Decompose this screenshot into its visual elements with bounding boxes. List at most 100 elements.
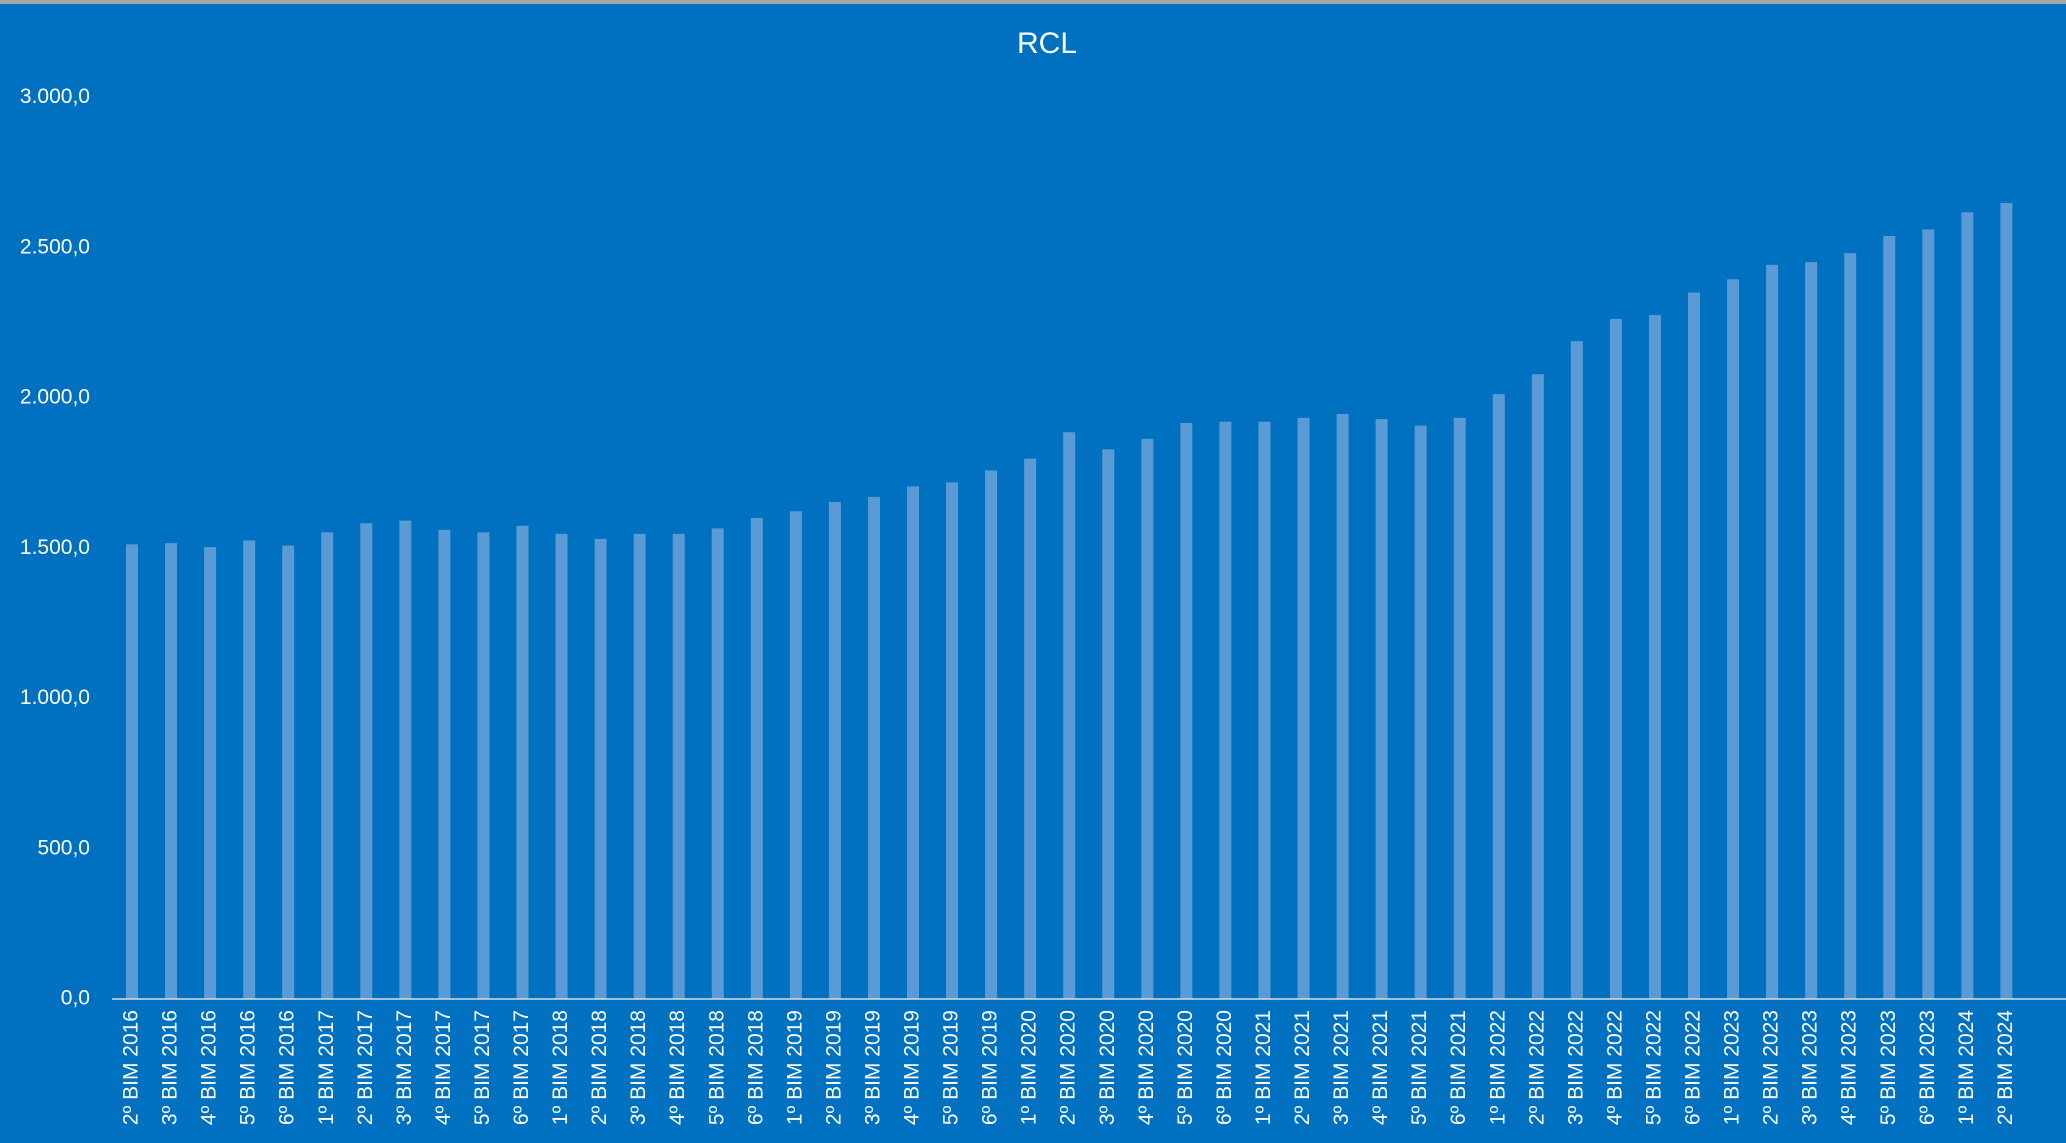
x-tick-label: 4º BIM 2021 xyxy=(1369,1010,1392,1125)
x-tick-label: 3º BIM 2021 xyxy=(1330,1010,1353,1125)
x-tick-label: 5º BIM 2016 xyxy=(237,1010,260,1125)
bar xyxy=(555,533,568,999)
x-tick-label: 1º BIM 2023 xyxy=(1721,1010,1744,1125)
x-tick-label: 3º BIM 2020 xyxy=(1096,1010,1119,1125)
y-tick-label: 1.000,0 xyxy=(20,686,90,709)
x-tick-label: 2º BIM 2021 xyxy=(1291,1010,1314,1125)
bar xyxy=(1375,419,1388,999)
bar xyxy=(1570,341,1583,999)
bar xyxy=(1844,253,1857,999)
y-tick-label: 1.500,0 xyxy=(20,536,90,559)
bar xyxy=(1063,432,1076,1000)
x-tick-label: 2º BIM 2018 xyxy=(588,1010,611,1125)
bar xyxy=(1688,292,1700,999)
x-tick-label: 6º BIM 2023 xyxy=(1916,1010,1939,1125)
x-tick-label: 1º BIM 2021 xyxy=(1252,1010,1275,1125)
bar xyxy=(1531,374,1544,999)
x-tick-label: 4º BIM 2018 xyxy=(666,1010,689,1125)
x-tick-label: 1º BIM 2020 xyxy=(1018,1010,1041,1125)
x-tick-label: 1º BIM 2024 xyxy=(1955,1010,1978,1125)
x-tick-label: 6º BIM 2019 xyxy=(979,1010,1002,1125)
x-tick-label: 3º BIM 2016 xyxy=(159,1010,182,1125)
bar xyxy=(711,528,724,999)
bar xyxy=(1766,264,1779,999)
bar xyxy=(1258,421,1271,999)
x-tick-label: 1º BIM 2019 xyxy=(783,1010,806,1125)
bar xyxy=(594,538,607,999)
bar xyxy=(1141,438,1154,999)
x-tick-label: 6º BIM 2018 xyxy=(744,1010,767,1125)
x-tick-label: 4º BIM 2019 xyxy=(901,1010,924,1125)
bar xyxy=(1024,458,1037,999)
x-tick-label: 4º BIM 2016 xyxy=(198,1010,221,1125)
x-tick-label: 5º BIM 2020 xyxy=(1174,1010,1197,1125)
bar xyxy=(985,470,998,999)
y-tick-label: 2.000,0 xyxy=(20,386,90,409)
top-border xyxy=(0,0,2066,4)
x-tick-label: 2º BIM 2020 xyxy=(1057,1010,1080,1125)
bar xyxy=(1492,394,1505,999)
bar xyxy=(633,533,646,999)
bar xyxy=(672,533,685,999)
x-tick-label: 5º BIM 2021 xyxy=(1408,1010,1431,1125)
bar xyxy=(1609,318,1622,999)
bar xyxy=(1414,425,1427,999)
y-tick-label: 3.000,0 xyxy=(20,85,90,108)
bar xyxy=(1336,413,1349,999)
x-tick-label: 5º BIM 2017 xyxy=(471,1010,494,1125)
x-tick-label: 1º BIM 2018 xyxy=(549,1010,572,1125)
x-tick-label: 2º BIM 2017 xyxy=(354,1010,377,1125)
y-tick-label: 500,0 xyxy=(37,836,90,859)
x-tick-label: 6º BIM 2022 xyxy=(1682,1010,1705,1125)
bar xyxy=(1922,229,1935,999)
x-tick-label: 3º BIM 2018 xyxy=(627,1010,650,1125)
y-tick-label: 0,0 xyxy=(61,987,90,1010)
x-tick-label: 2º BIM 2023 xyxy=(1760,1010,1783,1125)
y-tick-label: 2.500,0 xyxy=(20,235,90,258)
x-tick-label: 1º BIM 2022 xyxy=(1486,1010,1509,1125)
bar xyxy=(1219,421,1232,999)
bar xyxy=(243,540,256,999)
bar xyxy=(867,496,880,999)
bar xyxy=(165,543,178,999)
x-tick-label: 3º BIM 2017 xyxy=(393,1010,416,1125)
x-tick-label: 2º BIM 2019 xyxy=(822,1010,845,1125)
x-tick-label: 5º BIM 2018 xyxy=(705,1010,728,1125)
x-tick-label: 5º BIM 2023 xyxy=(1877,1010,1900,1125)
x-tick-label: 5º BIM 2019 xyxy=(940,1010,963,1125)
x-tick-label: 3º BIM 2022 xyxy=(1564,1010,1587,1125)
bar xyxy=(789,511,802,999)
bar xyxy=(750,517,763,999)
x-tick-label: 2º BIM 2016 xyxy=(120,1010,143,1125)
bar xyxy=(399,520,412,999)
bar xyxy=(907,486,919,999)
x-tick-label: 4º BIM 2017 xyxy=(432,1010,455,1125)
bar xyxy=(1453,417,1466,999)
x-tick-label: 4º BIM 2020 xyxy=(1135,1010,1158,1125)
bar xyxy=(477,532,490,999)
bar xyxy=(1648,315,1661,999)
bar xyxy=(438,529,451,999)
bar xyxy=(360,523,373,999)
x-tick-label: 2º BIM 2024 xyxy=(1994,1010,2017,1125)
x-tick-label: 1º BIM 2017 xyxy=(315,1010,338,1125)
bar xyxy=(1805,262,1818,999)
x-tick-label: 3º BIM 2023 xyxy=(1799,1010,1822,1125)
bar xyxy=(1883,236,1896,999)
bar xyxy=(2000,202,2013,1000)
bar xyxy=(282,545,295,999)
x-tick-label: 6º BIM 2021 xyxy=(1447,1010,1470,1125)
bar xyxy=(321,532,334,999)
x-tick-label: 2º BIM 2022 xyxy=(1525,1010,1548,1125)
bar xyxy=(126,544,138,999)
bar xyxy=(946,482,959,999)
bar xyxy=(1961,212,1974,999)
bar xyxy=(516,525,529,999)
x-tick-label: 3º BIM 2019 xyxy=(861,1010,884,1125)
x-tick-label: 6º BIM 2020 xyxy=(1213,1010,1236,1125)
bar xyxy=(1727,279,1740,999)
x-tick-label: 6º BIM 2017 xyxy=(510,1010,533,1125)
bar xyxy=(1180,422,1193,999)
